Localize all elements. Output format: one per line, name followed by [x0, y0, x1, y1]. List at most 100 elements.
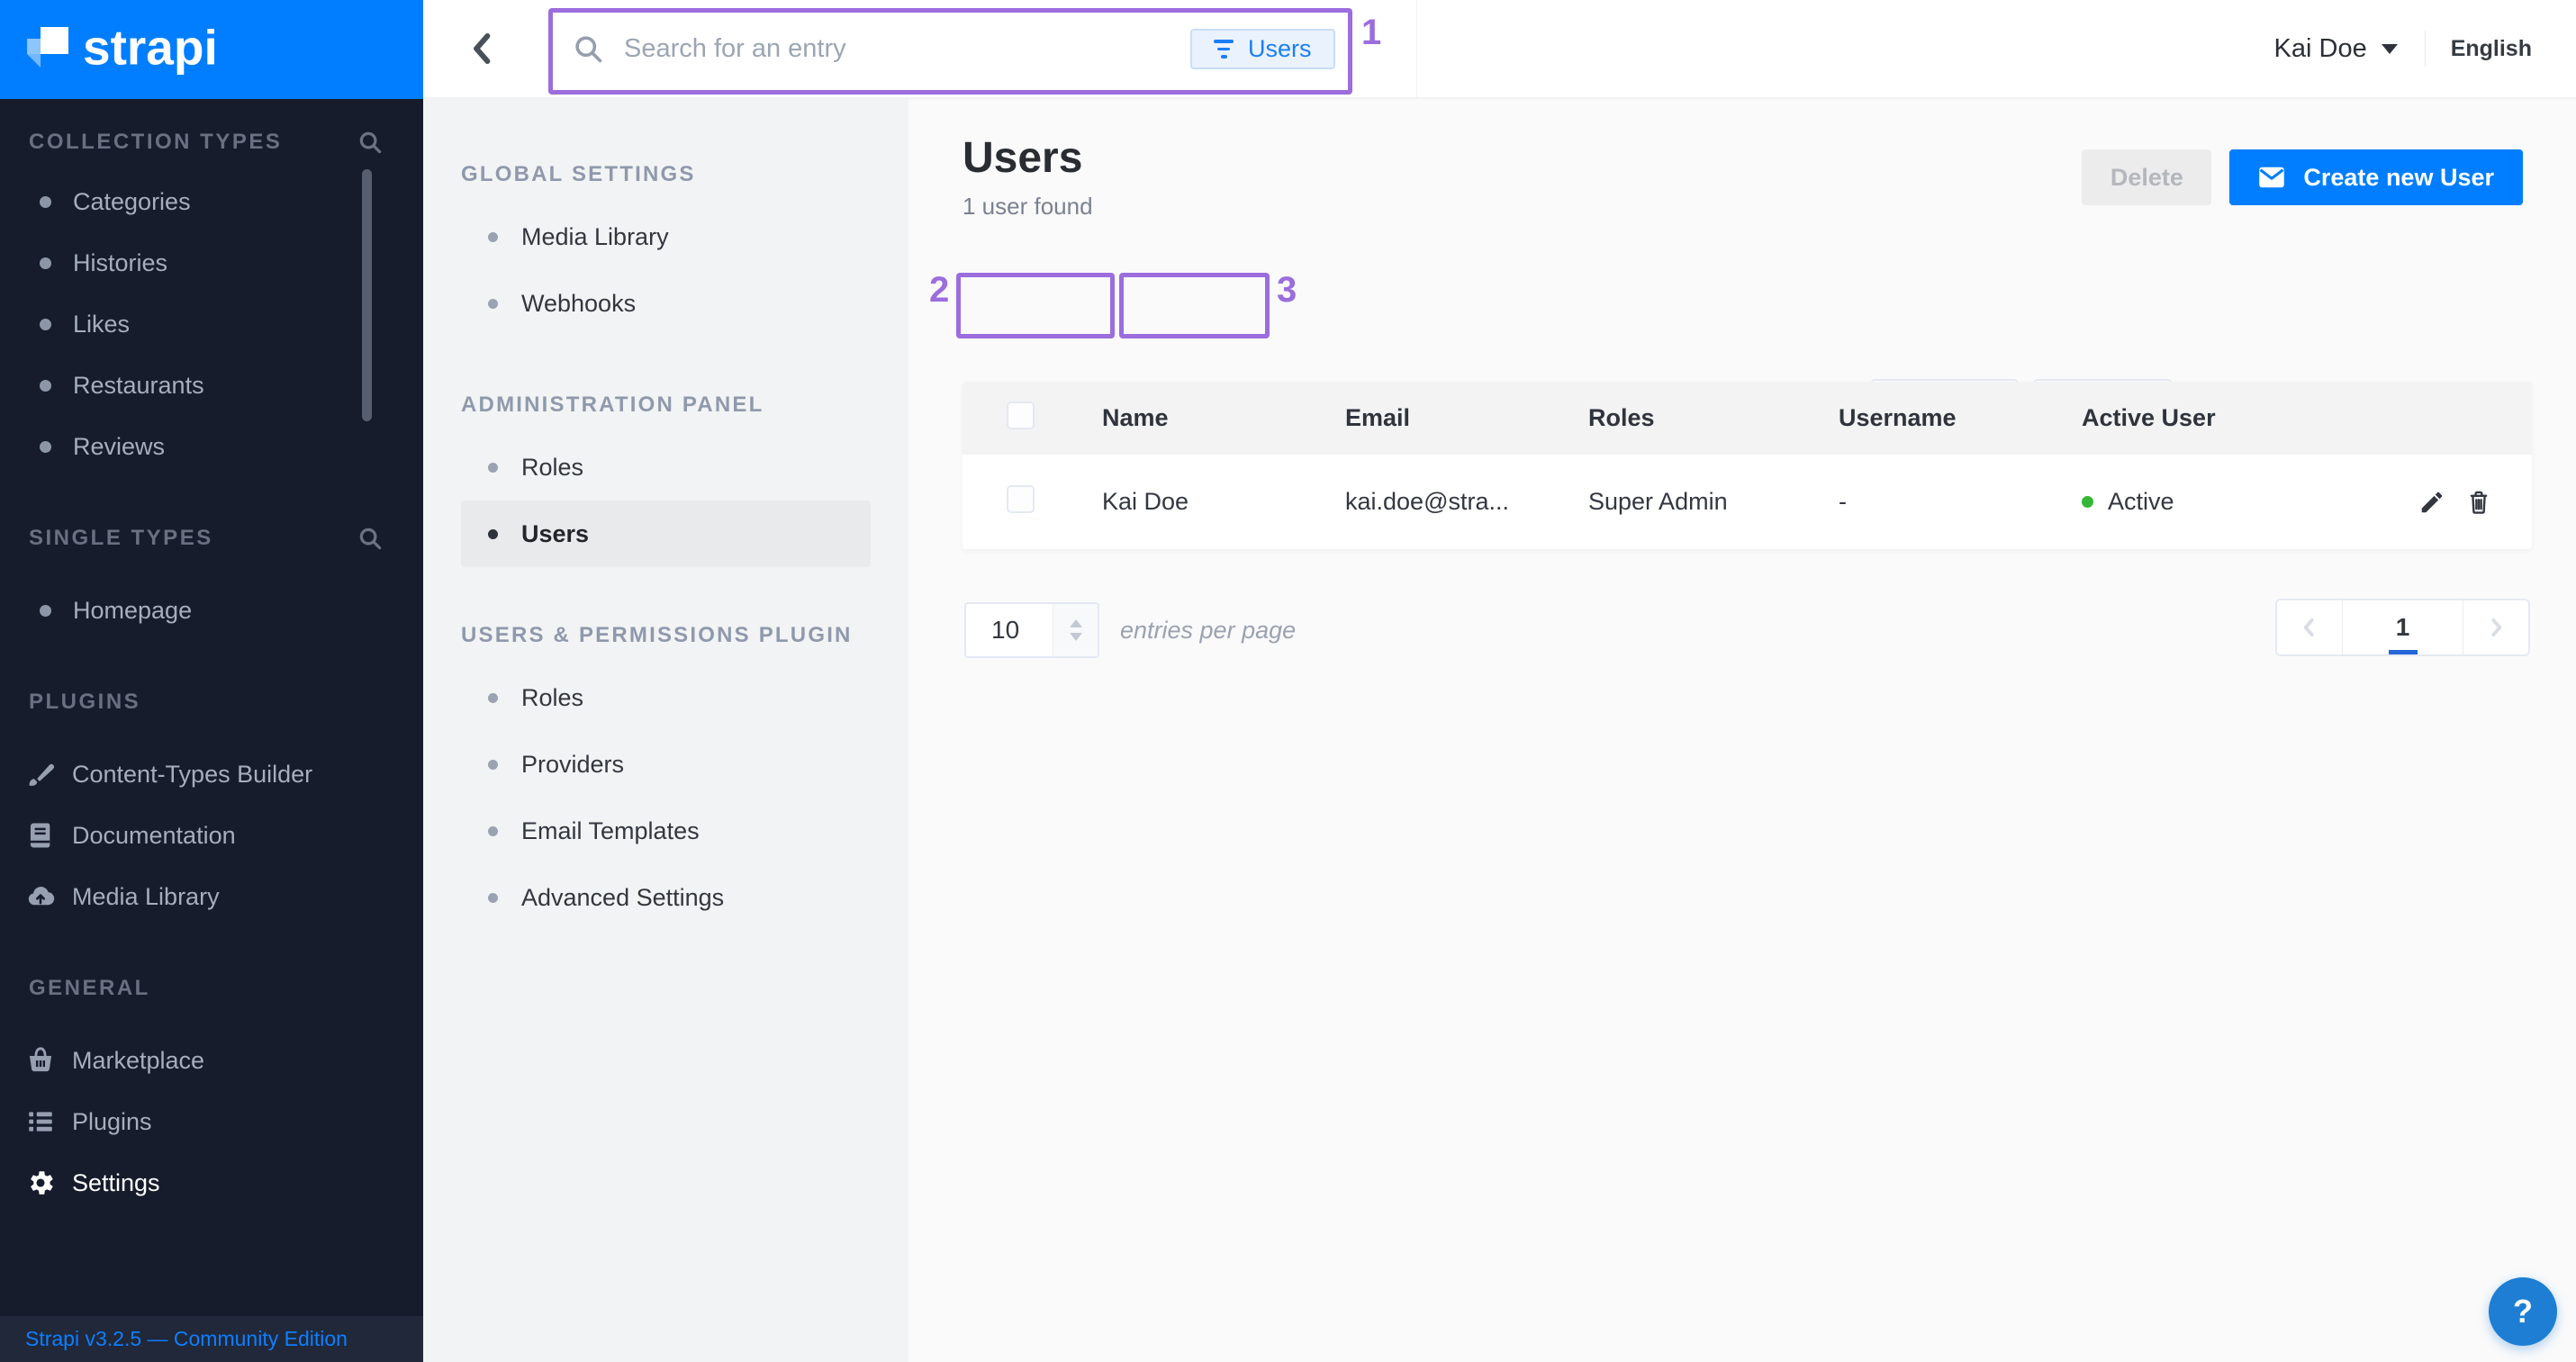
- strapi-logo[interactable]: strapi: [0, 0, 423, 99]
- chevron-left-icon: [2303, 618, 2314, 637]
- column-header-name[interactable]: Name: [1102, 404, 1169, 431]
- settings-nav: GLOBAL SETTINGS Media Library Webhooks A…: [423, 99, 908, 1362]
- search-icon[interactable]: [357, 129, 384, 156]
- table-row[interactable]: Kai Doe kai.doe@stra... Super Admin - Ac…: [963, 455, 2532, 549]
- column-header-email[interactable]: Email: [1345, 404, 1411, 431]
- sidebar-item-media-library[interactable]: Media Library: [0, 866, 423, 927]
- arrow-down-icon: [1069, 633, 1082, 641]
- settings-item-media-library[interactable]: Media Library: [461, 203, 871, 270]
- section-header: SINGLE TYPES: [0, 510, 423, 567]
- create-new-user-button[interactable]: Create new User: [2229, 149, 2523, 205]
- brush-icon: [29, 763, 55, 786]
- book-icon: [30, 823, 50, 848]
- user-menu[interactable]: Kai Doe: [2274, 34, 2398, 64]
- search-bar: [572, 0, 1128, 97]
- main-content: Users 1 user found Delete Create new Use…: [908, 99, 2576, 1362]
- search-icon[interactable]: [357, 525, 384, 552]
- pencil-icon[interactable]: [2418, 489, 2445, 516]
- settings-item-email-templates[interactable]: Email Templates: [461, 798, 871, 864]
- cell-name: Kai Doe: [1102, 488, 1189, 515]
- pagination: 1: [2275, 599, 2530, 656]
- delete-button[interactable]: Delete: [2082, 149, 2212, 205]
- bullet-icon: [40, 604, 51, 617]
- bullet-icon: [488, 892, 498, 903]
- section-title: ADMINISTRATION PANEL: [461, 392, 764, 417]
- sidebar-item-histories[interactable]: Histories: [0, 232, 423, 293]
- cloud-upload-icon: [28, 887, 55, 906]
- select-all-checkbox[interactable]: [1007, 401, 1035, 429]
- bullet-icon: [40, 318, 51, 330]
- settings-item-webhooks[interactable]: Webhooks: [461, 270, 871, 337]
- page-header: Users 1 user found: [963, 133, 1093, 221]
- row-checkbox[interactable]: [1007, 484, 1035, 513]
- settings-section-users-permissions: USERS & PERMISSIONS PLUGIN Roles Provide…: [423, 607, 908, 931]
- entries-per-page-select[interactable]: 10: [964, 602, 1099, 658]
- list-icon: [29, 1112, 52, 1132]
- bullet-icon: [40, 195, 51, 208]
- bullet-icon: [488, 825, 498, 836]
- column-header-username[interactable]: Username: [1839, 404, 1957, 431]
- gear-icon: [31, 1171, 53, 1195]
- cell-email: kai.doe@stra...: [1345, 488, 1509, 515]
- page-title: Users: [963, 134, 1083, 182]
- active-status-dot: [2082, 496, 2093, 508]
- previous-page-button[interactable]: [2277, 600, 2342, 654]
- strapi-logo-icon: [27, 27, 95, 70]
- sidebar-item-content-types-builder[interactable]: Content-Types Builder: [0, 744, 423, 805]
- bullet-icon: [488, 231, 498, 242]
- column-header-active-user[interactable]: Active User: [2082, 404, 2216, 431]
- settings-item-advanced-settings[interactable]: Advanced Settings: [461, 864, 871, 931]
- caret-down-icon: [2381, 43, 2398, 54]
- search-icon: [575, 36, 602, 63]
- sidebar-section-collection-types: COLLECTION TYPES Categories Histories Li…: [0, 113, 423, 477]
- settings-item-roles[interactable]: Roles: [461, 434, 871, 501]
- user-name: Kai Doe: [2273, 33, 2367, 63]
- bullet-icon: [488, 298, 498, 309]
- envelope-icon: [2259, 167, 2285, 188]
- column-header-roles[interactable]: Roles: [1588, 404, 1655, 431]
- section-title: GLOBAL SETTINGS: [461, 162, 696, 186]
- filter-icon: [1214, 40, 1234, 59]
- sidebar-item-homepage[interactable]: Homepage: [0, 580, 423, 641]
- settings-item-providers[interactable]: Providers: [461, 731, 871, 798]
- header-actions: Delete Create new User: [2082, 149, 2523, 205]
- back-button[interactable]: [463, 28, 504, 71]
- settings-section-admin-panel: ADMINISTRATION PANEL Roles Users: [423, 376, 908, 567]
- sidebar-item-restaurants[interactable]: Restaurants: [0, 355, 423, 416]
- sidebar-section-general: GENERAL Marketplace Plugins Settings: [0, 960, 423, 1213]
- chevron-left-icon: [474, 33, 491, 64]
- topbar: Users Kai Doe English: [423, 0, 2576, 99]
- sidebar-scrollbar[interactable]: [362, 169, 372, 421]
- current-page-number: 1: [2395, 613, 2410, 641]
- sidebar-item-documentation[interactable]: Documentation: [0, 805, 423, 866]
- settings-item-users[interactable]: Users: [461, 501, 871, 567]
- help-button[interactable]: ?: [2489, 1277, 2557, 1346]
- bullet-icon: [40, 379, 51, 392]
- settings-item-up-roles[interactable]: Roles: [461, 664, 871, 731]
- sidebar-item-plugins[interactable]: Plugins: [0, 1091, 423, 1152]
- active-status-label: Active: [2108, 488, 2174, 515]
- logo-text: strapi: [83, 19, 218, 76]
- search-input[interactable]: [624, 33, 1128, 64]
- settings-section-global: GLOBAL SETTINGS Media Library Webhooks: [423, 146, 908, 337]
- sidebar-item-likes[interactable]: Likes: [0, 293, 423, 355]
- vertical-divider: [2424, 31, 2426, 67]
- sidebar-nav: COLLECTION TYPES Categories Histories Li…: [0, 99, 423, 1213]
- chevron-right-icon: [2491, 618, 2502, 637]
- sidebar-item-reviews[interactable]: Reviews: [0, 416, 423, 477]
- stepper-arrows[interactable]: [1053, 604, 1098, 656]
- sidebar-item-categories[interactable]: Categories: [0, 171, 423, 232]
- arrow-up-icon: [1069, 619, 1082, 627]
- trash-icon[interactable]: [2465, 489, 2492, 516]
- page-number-button[interactable]: 1: [2342, 600, 2463, 654]
- language-selector[interactable]: English: [2450, 35, 2532, 61]
- bullet-icon: [488, 692, 498, 703]
- sidebar-item-marketplace[interactable]: Marketplace: [0, 1030, 423, 1091]
- next-page-button[interactable]: [2463, 600, 2528, 654]
- strapi-version-link[interactable]: Strapi v3.2.5 — Community Edition: [0, 1316, 423, 1362]
- sidebar-item-settings[interactable]: Settings: [0, 1152, 423, 1213]
- search-scope-tag[interactable]: Users: [1190, 29, 1335, 69]
- section-title: USERS & PERMISSIONS PLUGIN: [461, 623, 853, 647]
- create-new-user-label: Create new User: [2303, 163, 2494, 191]
